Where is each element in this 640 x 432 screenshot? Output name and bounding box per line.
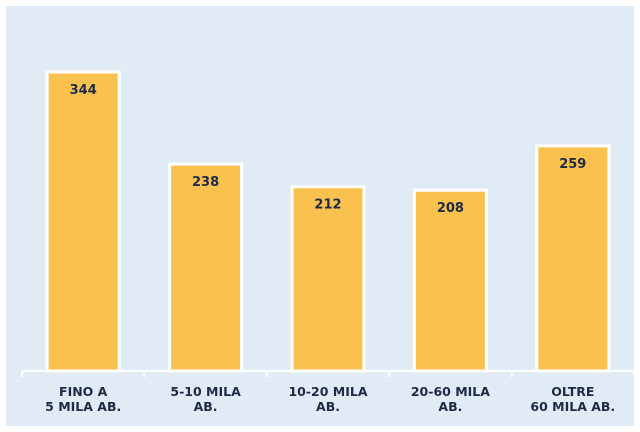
x-tick-label-line: 20-60 MILA: [411, 384, 490, 399]
x-tick-label-line: AB.: [194, 399, 218, 414]
data-label-4: 208: [437, 201, 464, 216]
x-tick-label-line: FINO A: [59, 384, 108, 399]
x-tick-label-2: 5-10 MILA AB.: [170, 384, 241, 414]
x-tick-label-line: 5 MILA AB.: [45, 399, 121, 414]
x-tick-label-3: 10-20 MILA AB.: [288, 384, 367, 414]
data-label-2: 238: [192, 175, 219, 190]
x-tick-label-line: AB.: [316, 399, 340, 414]
x-tick-label-line: 5-10 MILA: [170, 384, 241, 399]
x-tick-label-5: OLTRE 60 MILA AB.: [530, 384, 615, 414]
x-tick-label-line: 10-20 MILA: [288, 384, 367, 399]
x-tick-label-line: AB.: [438, 399, 462, 414]
bar-2: [168, 162, 244, 373]
x-axis: [21, 370, 634, 377]
bar-5: [535, 144, 611, 373]
x-tick-label-line: OLTRE: [551, 384, 594, 399]
x-tick-label-4: 20-60 MILA AB.: [411, 384, 490, 414]
data-label-5: 259: [559, 157, 586, 172]
bar-1: [45, 70, 121, 373]
bar-4: [412, 188, 488, 373]
bars-layer: [45, 70, 611, 373]
x-tick-label-line: 60 MILA AB.: [530, 399, 615, 414]
data-labels-layer: 344 238 212 208 259: [70, 83, 587, 216]
data-label-3: 212: [314, 198, 341, 213]
data-label-1: 344: [70, 83, 97, 98]
bar-3: [290, 185, 366, 373]
